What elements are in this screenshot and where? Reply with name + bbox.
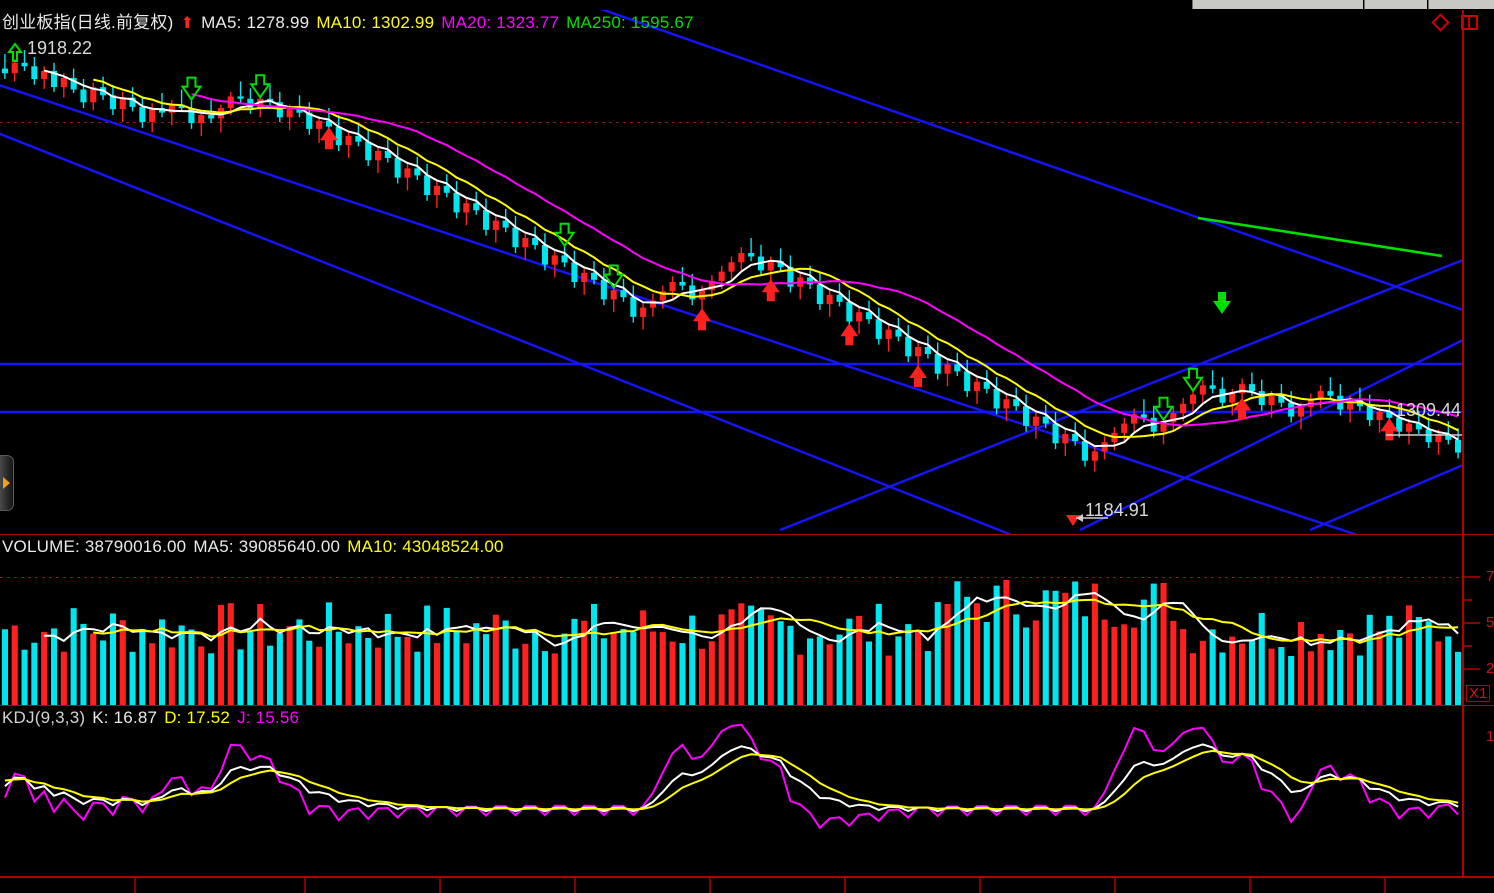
kdj-d-readout: D: 17.52 <box>164 708 231 727</box>
ma250-readout: MA250: 1595.67 <box>566 13 694 32</box>
ma10-readout: MA10: 1302.99 <box>316 13 435 32</box>
kdj-time-ticks <box>134 878 1386 893</box>
price-panel-header: 创业板指(日线.前复权) ⬆ MA5: 1278.99 MA10: 1302.99 MA… <box>2 10 701 33</box>
kdj-panel[interactable]: KDJ(9,3,3) K: 16.87 D: 17.52 J: 15.56 1 <box>0 706 1494 893</box>
ma250-line <box>1197 216 1443 258</box>
high-price-label: 1918.22 <box>27 38 93 58</box>
ma20-readout: MA20: 1323.77 <box>441 13 560 32</box>
volume-ma10-readout: MA10: 43048524.00 <box>347 537 504 556</box>
price-volume-divider <box>0 534 1494 535</box>
signal-markers <box>180 74 1399 441</box>
scale-badge[interactable]: X1 <box>1466 685 1491 702</box>
volume-ma5-readout: MA5: 39085640.00 <box>193 537 341 556</box>
volume-axis-label: 7 <box>1486 568 1494 585</box>
volume-ma5-line <box>44 591 1459 647</box>
price-chart-panel[interactable]: 创业板指(日线.前复权) ⬆ MA5: 1278.99 MA10: 1302.99 MA… <box>0 10 1494 534</box>
split-pane-icon[interactable] <box>1461 15 1478 30</box>
ma10-line <box>93 78 1459 439</box>
kdj-d-line <box>4 749 1459 811</box>
volume-kdj-divider <box>0 705 1494 706</box>
titlebar-segment <box>1192 0 1363 9</box>
kdj-k-readout: K: 16.87 <box>92 708 158 727</box>
kdj-name: KDJ(9,3,3) <box>2 708 86 727</box>
volume-bars <box>1 580 1462 705</box>
window-titlebar <box>0 0 1494 10</box>
kdj-j-readout: J: 15.56 <box>237 708 300 727</box>
volume-readout: VOLUME: 38790016.00 <box>2 537 187 556</box>
volume-chart-canvas <box>0 535 1494 705</box>
high-marker-icon <box>7 42 23 62</box>
low-price-label: 1184.91 <box>1085 500 1149 520</box>
chevron-right-icon <box>3 477 10 489</box>
kdj-axis-label: 1 <box>1486 728 1494 745</box>
titlebar-segment <box>1428 0 1494 9</box>
ma5-line <box>43 69 1459 448</box>
volume-panel-header: VOLUME: 38790016.00 MA5: 39085640.00 MA10:… <box>2 537 511 557</box>
sidebar-expander-button[interactable] <box>0 455 14 511</box>
volume-axis-ticks <box>1463 576 1480 670</box>
last-price-label: 1309.44 <box>1396 400 1462 420</box>
volume-panel[interactable]: VOLUME: 38790016.00 MA5: 39085640.00 MA10:… <box>0 535 1494 705</box>
volume-axis-label: 5 <box>1486 614 1494 631</box>
trendlines <box>0 10 1464 534</box>
kdj-panel-header: KDJ(9,3,3) K: 16.87 D: 17.52 J: 15.56 <box>2 708 306 728</box>
ma5-readout: MA5: 1278.99 <box>201 13 310 32</box>
kdj-j-line <box>3 723 1459 830</box>
price-chart-canvas <box>0 10 1494 534</box>
volume-ma10-line <box>93 598 1459 644</box>
instrument-title: 创业板指(日线.前复权) <box>2 13 174 32</box>
kdj-gridlines <box>0 736 1463 849</box>
kdj-k-line <box>4 743 1459 813</box>
ma20-line <box>191 93 1459 427</box>
kdj-chart-canvas <box>0 706 1494 893</box>
up-arrow-icon: ⬆ <box>180 15 195 32</box>
volume-axis-label: 2 <box>1486 660 1494 677</box>
low-leader-line <box>1076 514 1108 522</box>
titlebar-segment <box>1364 0 1427 9</box>
